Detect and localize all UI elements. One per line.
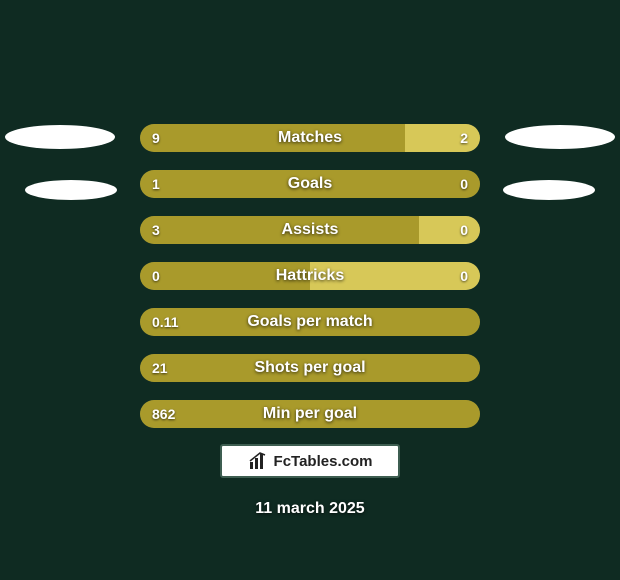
watermark-text: FcTables.com [274,453,373,470]
bar-track [140,170,480,198]
bar-track [140,308,480,336]
bar-left-fill [140,216,419,244]
chart-icon [248,451,268,471]
watermark-badge: FcTables.com [220,444,400,478]
bar-value-right: 0 [460,216,468,244]
bar-value-left: 3 [152,216,160,244]
stat-row: 92Matches [140,124,480,152]
bar-track [140,354,480,382]
stat-row: 30Assists [140,216,480,244]
bar-value-right: 2 [460,124,468,152]
bar-left-fill [140,262,310,290]
bar-track [140,400,480,428]
stat-row: 10Goals [140,170,480,198]
bar-value-left: 0.11 [152,308,178,336]
bar-value-left: 862 [152,400,175,428]
bar-left-fill [140,354,480,382]
bar-left-fill [140,170,480,198]
bar-left-fill [140,308,480,336]
stat-row: 0.11Goals per match [140,308,480,336]
bar-value-right: 0 [460,170,468,198]
bar-left-fill [140,400,480,428]
date-label: 11 march 2025 [0,500,620,518]
stat-row: 00Hattricks [140,262,480,290]
bar-right-fill [419,216,480,244]
bar-right-fill [405,124,480,152]
stat-row: 21Shots per goal [140,354,480,382]
bar-track [140,262,480,290]
bar-value-left: 21 [152,354,168,382]
bar-value-left: 0 [152,262,160,290]
stat-row: 862Min per goal [140,400,480,428]
bar-value-left: 9 [152,124,160,152]
bar-value-left: 1 [152,170,160,198]
bar-value-right: 0 [460,262,468,290]
stats-bar-chart: 92Matches10Goals30Assists00Hattricks0.11… [140,124,480,446]
bar-right-fill [310,262,480,290]
bar-track [140,124,480,152]
bar-left-fill [140,124,405,152]
bar-track [140,216,480,244]
